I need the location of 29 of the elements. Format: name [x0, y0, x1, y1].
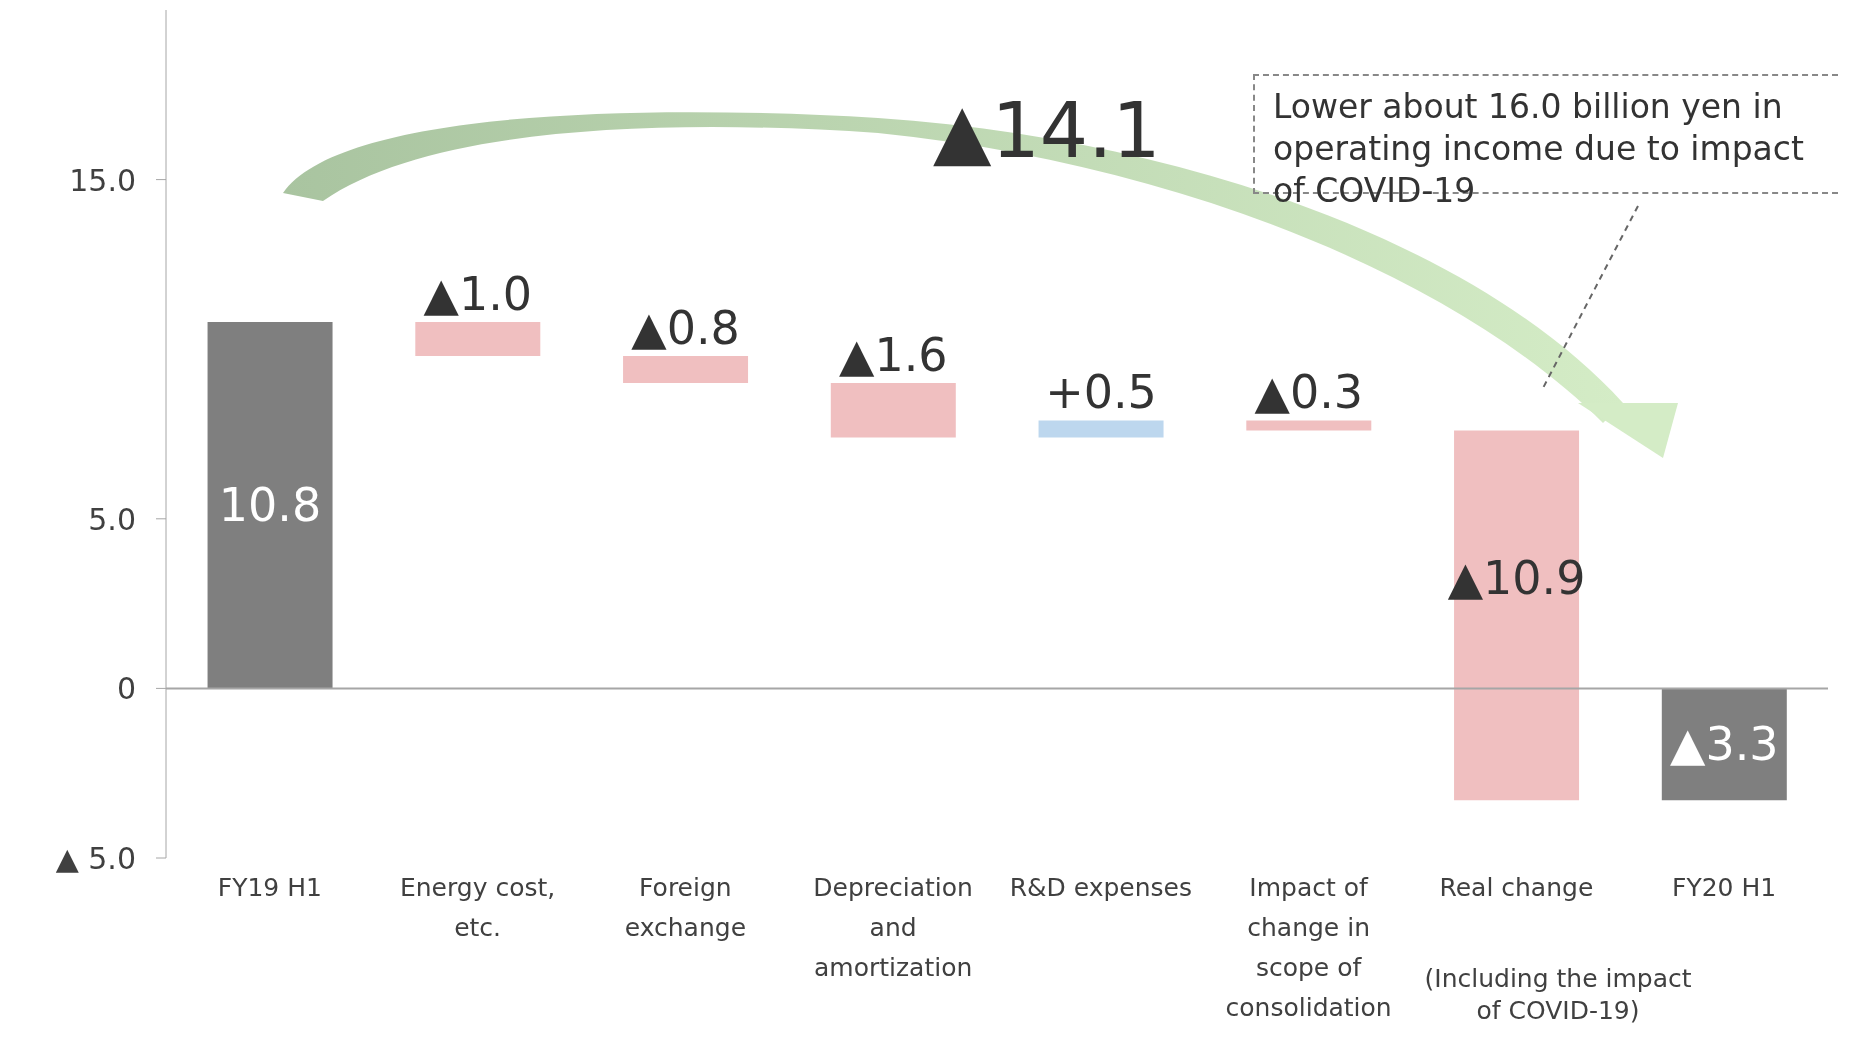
annotation: Lower about 16.0 billion yen in operating income due to impact of COVID-19	[1272, 86, 1805, 210]
data-label: ▲10.9	[1447, 551, 1586, 606]
x-tick-label: Real change	[1439, 873, 1594, 902]
x-tick-label: Impact of change in scope of consolidation	[1225, 873, 1392, 1022]
data-label: ▲0.3	[1254, 365, 1364, 420]
bar	[623, 355, 749, 384]
x-tick-label: R&D expenses	[1009, 873, 1193, 902]
data-label: ▲3.3	[1670, 717, 1779, 772]
x-tick-label: Depreciation and amortization	[813, 873, 973, 982]
data-label: 10.8	[218, 478, 322, 533]
text: (Including the impact of COVID-19)	[1423, 963, 1693, 1027]
data-label: ▲1.0	[423, 267, 533, 322]
y-tick-label: ▲ 5.0	[55, 841, 136, 876]
bar	[207, 322, 333, 689]
data-label: ▲0.8	[631, 300, 740, 355]
y-tick-label: 15.0	[69, 162, 136, 198]
bar	[1246, 420, 1372, 431]
y-tick-label: 0	[116, 671, 136, 707]
bar	[830, 383, 956, 438]
x-tick-label: FY20 H1	[1672, 873, 1777, 902]
data-label: ▲1.6	[839, 328, 948, 383]
annotation: ▲14.1	[933, 86, 1161, 175]
x-tick-label: Energy cost, etc.	[399, 873, 556, 942]
x-tick-label: Foreign exchange	[624, 873, 747, 942]
data-label: +0.5	[1045, 365, 1157, 420]
bar	[415, 322, 541, 356]
bar	[1038, 420, 1164, 438]
y-tick-label: 5.0	[88, 501, 136, 537]
x-tick-label: FY19 H1	[217, 873, 322, 902]
